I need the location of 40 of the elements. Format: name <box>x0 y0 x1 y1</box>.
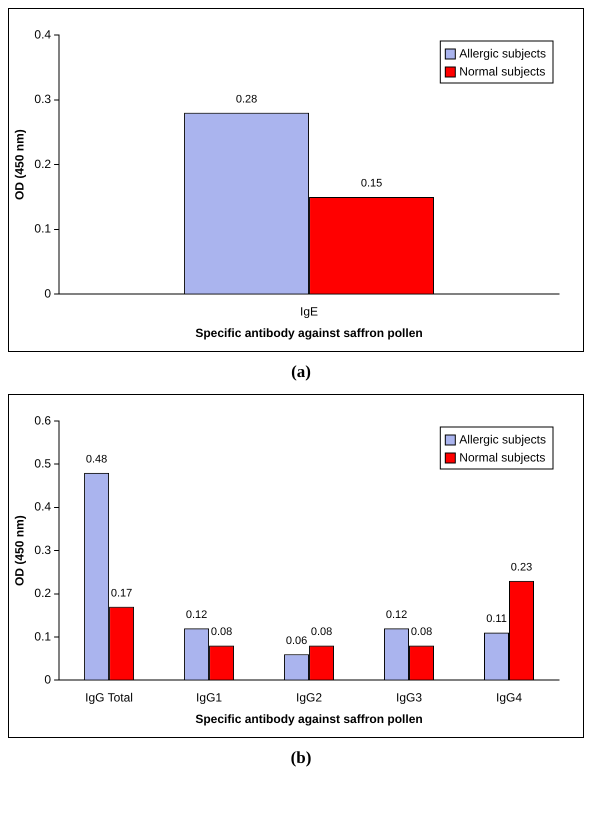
y-tick-label: 0 <box>44 672 52 687</box>
y-tick-label: 0.4 <box>34 500 52 514</box>
x-tick-label: IgG3 <box>396 690 422 705</box>
y-tick-label: 0.3 <box>34 92 52 106</box>
y-tick-label: 0.1 <box>34 222 52 236</box>
data-label: 0.06 <box>286 634 308 647</box>
text: (b) <box>290 748 312 768</box>
y-tick-label: 0.4 <box>34 27 52 42</box>
x-tick-label: IgG Total <box>85 690 133 705</box>
x-axis-title: Specific antibody against saffron pollen <box>195 712 423 726</box>
text: (a) <box>290 362 312 382</box>
data-label: 0.11 <box>486 613 507 626</box>
y-tick-label: 0 <box>44 286 52 301</box>
x-tick-label: IgG1 <box>196 690 222 705</box>
y-axis-title: OD (450 nm) <box>12 129 27 200</box>
y-tick-label: 0.1 <box>34 629 52 644</box>
x-axis-title: Specific antibody against saffron pollen <box>195 326 423 340</box>
x-tick-label: IgG4 <box>496 690 522 705</box>
data-label: 0.12 <box>386 608 408 621</box>
data-label: 0.23 <box>510 561 532 574</box>
y-tick-label: 0.2 <box>34 156 52 171</box>
data-label: 0.15 <box>360 178 382 190</box>
x-tick-label: IgE <box>300 304 318 319</box>
data-label: 0.12 <box>186 608 208 621</box>
data-label: 0.08 <box>310 626 332 638</box>
legend-label: Allergic subjects <box>459 432 546 446</box>
y-tick-label: 0.2 <box>34 586 52 600</box>
data-label: 0.08 <box>210 626 232 638</box>
legend-label: Normal subjects <box>459 450 546 464</box>
data-label: 0.28 <box>236 93 258 106</box>
y-tick-label: 0.6 <box>34 413 52 428</box>
y-axis-title: OD (450 nm) <box>12 515 27 586</box>
data-label: 0.48 <box>86 453 108 466</box>
x-tick-label: IgG2 <box>296 690 322 705</box>
y-tick-label: 0.3 <box>34 542 52 557</box>
data-label: 0.08 <box>410 626 432 638</box>
legend-label: Normal subjects <box>459 64 546 78</box>
y-tick-label: 0.5 <box>34 456 52 471</box>
data-label: 0.17 <box>110 587 132 600</box>
legend-label: Allergic subjects <box>459 46 546 60</box>
